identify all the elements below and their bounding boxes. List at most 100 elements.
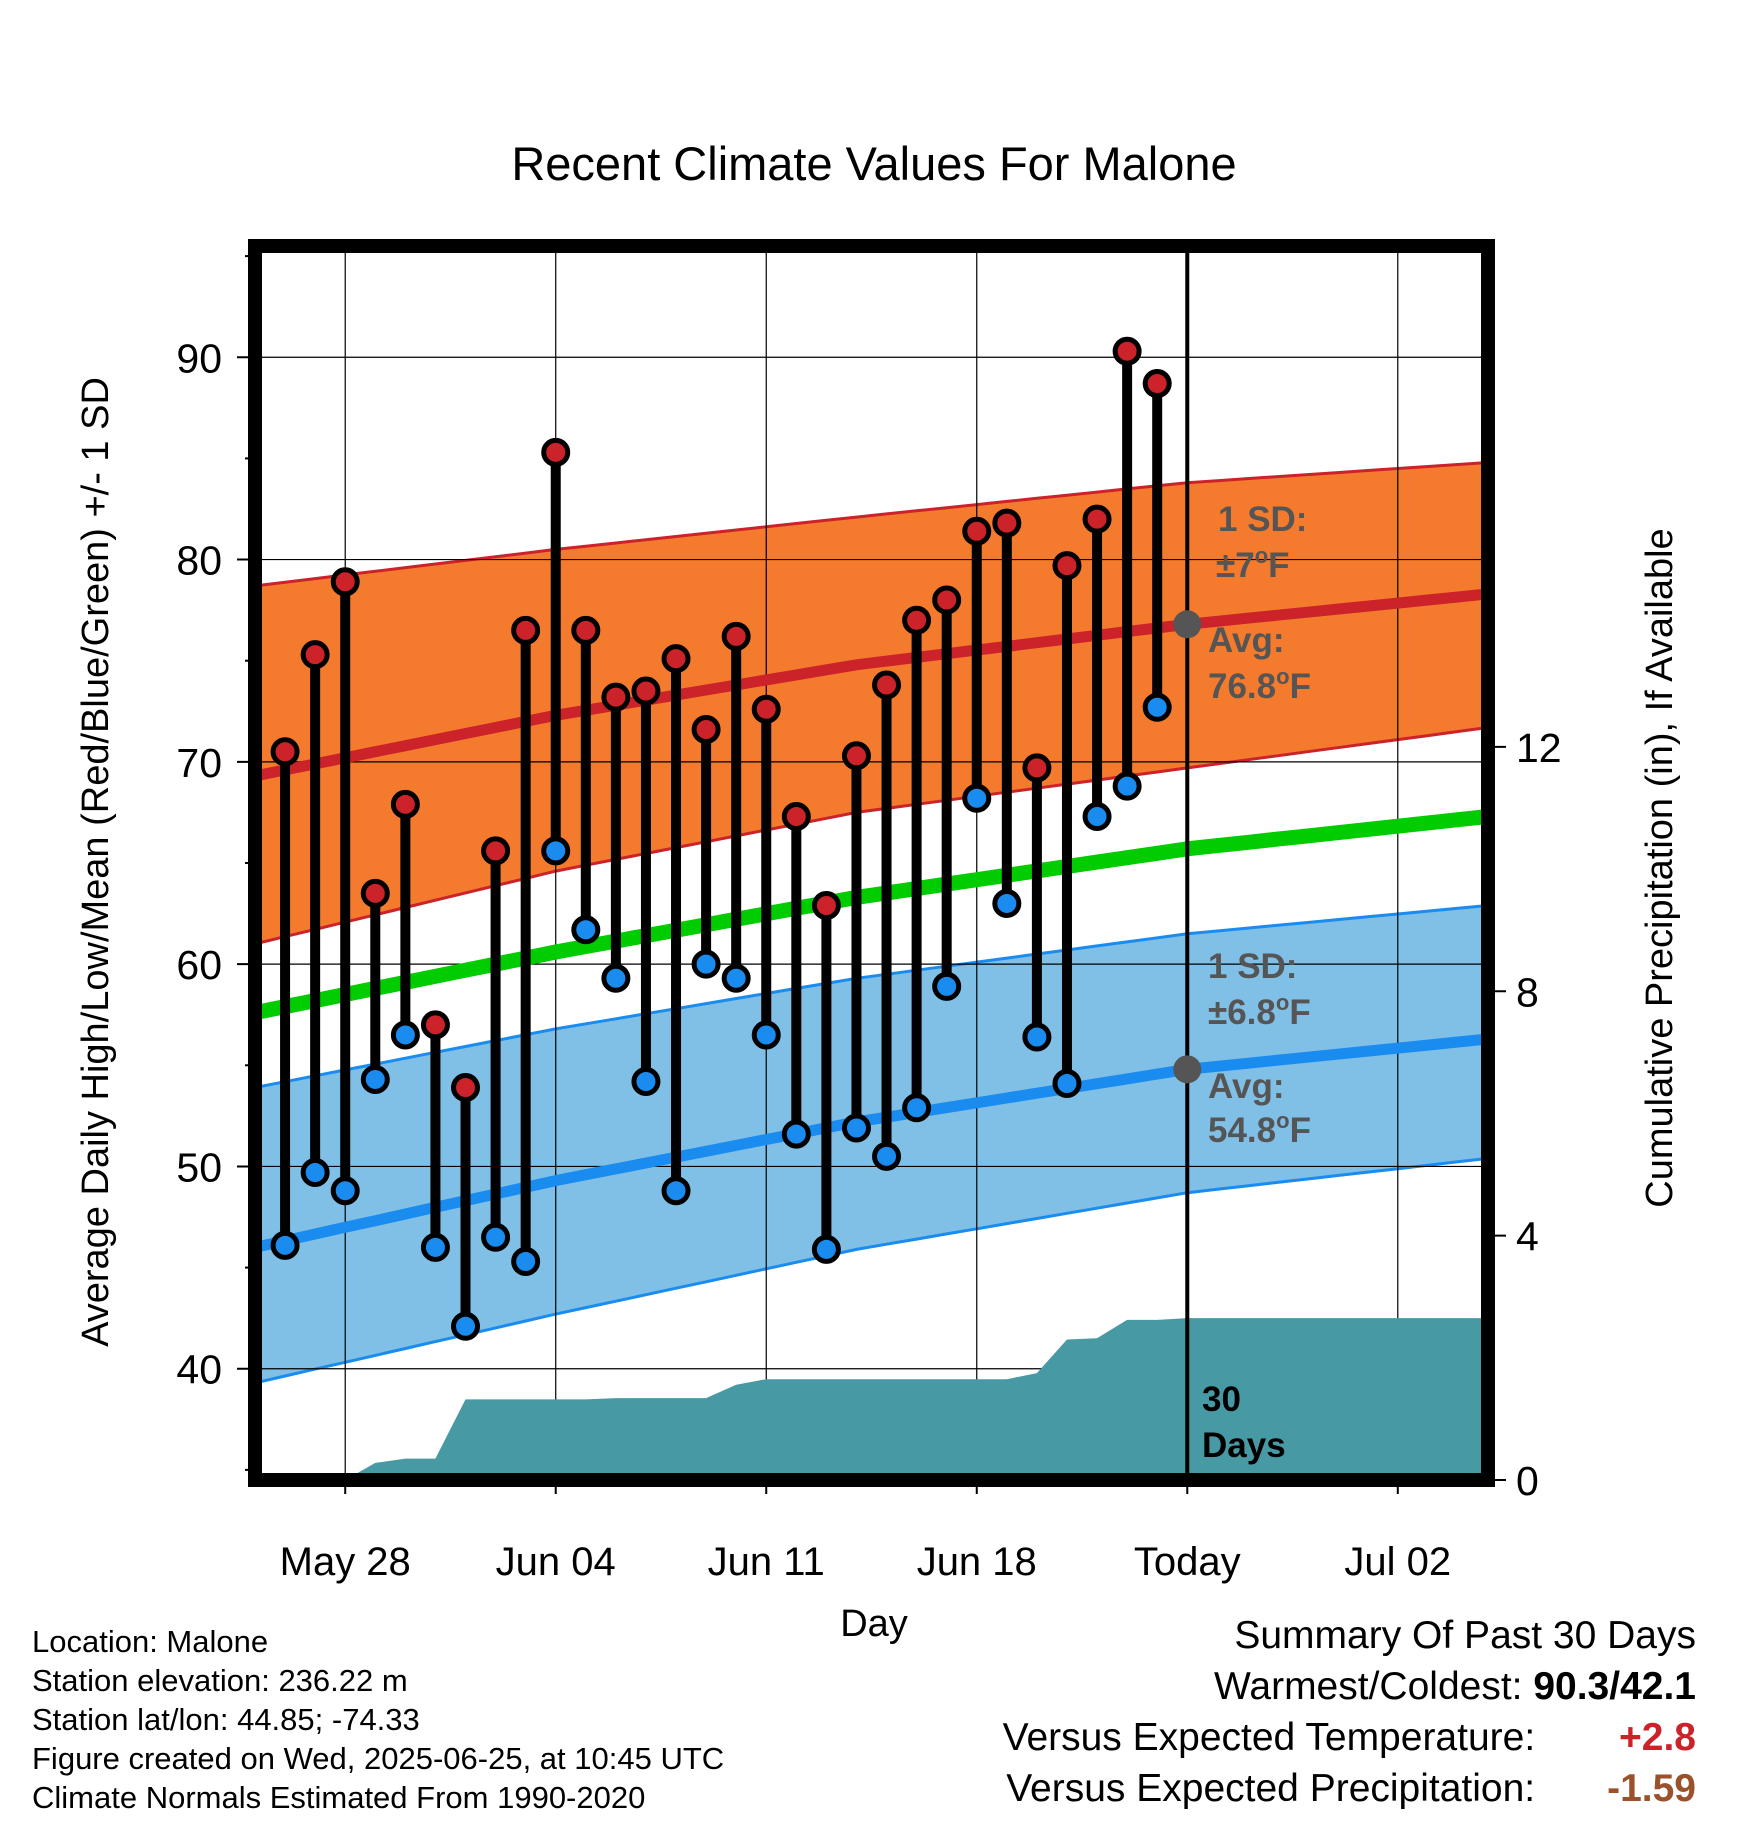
daily-high-point [330, 567, 360, 597]
high-sd-value-unit: F [1268, 546, 1289, 585]
daily-low-point [751, 1020, 781, 1050]
daily-low-point [360, 1064, 390, 1094]
daily-high-point [962, 516, 992, 546]
warm-label: Warmest/Coldest: [1214, 1665, 1523, 1708]
precip-area [255, 1318, 1488, 1480]
daily-low-point [781, 1119, 811, 1149]
daily-high-point [751, 694, 781, 724]
daily-high-point [481, 836, 511, 866]
daily-high-point [360, 878, 390, 908]
normal-mean-line [255, 809, 1488, 1021]
daily-high-point [1142, 369, 1172, 399]
daily-high-point [902, 605, 932, 635]
x-tick-label: Jun 18 [917, 1540, 1037, 1584]
daily-low-point [1112, 771, 1142, 801]
daily-high-point [872, 670, 902, 700]
high-avg-value-degree: o [1276, 664, 1289, 689]
normal-low-line [255, 1033, 1488, 1253]
summary-panel: Summary Of Past 30 Days Warmest/Coldest:… [1003, 1610, 1696, 1814]
period-number: 30 [1202, 1380, 1241, 1419]
daily-low-point [631, 1066, 661, 1096]
plot-content [255, 246, 1488, 1480]
summary-precip-row: Versus Expected Precipitation: -1.59 [1003, 1763, 1696, 1814]
low-sd-value: ±6.8oF [1208, 990, 1311, 1032]
low-avg-label: Avg: [1208, 1067, 1284, 1106]
y-tick-label: 90 [176, 335, 222, 381]
y-tick-label: 60 [176, 942, 222, 988]
daily-high-point [300, 640, 330, 670]
temp-value: +2.8 [1619, 1716, 1696, 1759]
chart-title: Recent Climate Values For Malone [511, 137, 1236, 190]
daily-low-point [481, 1222, 511, 1252]
daily-high-point [420, 1010, 450, 1040]
daily-low-point [1022, 1022, 1052, 1052]
daily-high-point [451, 1073, 481, 1103]
daily-low-point [902, 1093, 932, 1123]
daily-low-point [390, 1020, 420, 1050]
daily-high-point [841, 741, 871, 771]
summary-warm-row: Warmest/Coldest: 90.3/42.1 [1003, 1661, 1696, 1712]
daily-low-point [1142, 692, 1172, 722]
period-unit: Days [1202, 1426, 1286, 1465]
daily-low-point [451, 1311, 481, 1341]
created-text: Figure created on Wed, 2025-06-25, at 10… [32, 1741, 725, 1776]
location-text: Location: Malone [32, 1624, 269, 1659]
daily-high-point [511, 615, 541, 645]
x-tick-label: May 28 [280, 1540, 411, 1584]
daily-low-point [541, 836, 571, 866]
low-sd-value-degree: o [1276, 990, 1289, 1015]
y-tick-label: 80 [176, 538, 222, 584]
daily-low-point [571, 915, 601, 945]
daily-low-point [300, 1158, 330, 1188]
y2-tick-label: 12 [1516, 725, 1562, 771]
daily-low-point [872, 1141, 902, 1171]
daily-high-point [691, 714, 721, 744]
x-tick-label: Jun 04 [496, 1540, 616, 1584]
high-sd-value-degree: o [1255, 543, 1268, 568]
normals-text: Climate Normals Estimated From 1990-2020 [32, 1780, 646, 1815]
daily-high-point [932, 585, 962, 615]
normal-high-line [255, 588, 1488, 782]
daily-low-point [1082, 801, 1112, 831]
daily-low-point [270, 1230, 300, 1260]
normal-low-band-upper-edge [255, 904, 1488, 1089]
x-tick-label: Today [1134, 1540, 1241, 1584]
low-avg-value: 54.8oF [1208, 1108, 1311, 1150]
normal-high-band-lower-edge [255, 726, 1488, 946]
normal-high-today-marker [1173, 610, 1202, 639]
latlon-text: Station lat/lon: 44.85; -74.33 [32, 1702, 420, 1737]
temp-label: Versus Expected Temperature: [1002, 1716, 1536, 1759]
normal-low-today-marker [1173, 1055, 1202, 1084]
daily-high-point [270, 737, 300, 767]
daily-low-point [330, 1176, 360, 1206]
daily-low-point [841, 1113, 871, 1143]
daily-low-point [420, 1232, 450, 1262]
daily-high-point [1082, 504, 1112, 534]
y-tick-label: 40 [176, 1347, 222, 1393]
high-sd-label: 1 SD: [1218, 500, 1307, 539]
x-tick-label: Jul 02 [1344, 1540, 1451, 1584]
y-tick-label: 50 [176, 1144, 222, 1190]
summary-title: Summary Of Past 30 Days [1234, 1614, 1696, 1657]
daily-low-point [661, 1176, 691, 1206]
normal-high-band-upper-edge [255, 461, 1488, 588]
daily-low-point [1052, 1069, 1082, 1099]
x-tick-label: Jun 11 [708, 1540, 825, 1584]
low-sd-value-unit: F [1289, 993, 1310, 1032]
high-sd-value: ±7oF [1216, 543, 1290, 585]
station-info: Location: Malone Station elevation: 236.… [32, 1622, 724, 1817]
precip-label: Versus Expected Precipitation: [1006, 1767, 1536, 1810]
daily-low-point [721, 963, 751, 993]
daily-high-point [601, 682, 631, 712]
axes: 40 50 60 70 80 90 0 4 8 12 May 28 Jun 04 Jun 11 Jun 1… [176, 239, 1562, 1584]
y2-axis-label: Cumulative Precipitation (in), If Availa… [1639, 528, 1681, 1207]
daily-low-point [932, 971, 962, 1001]
daily-high-point [721, 621, 751, 651]
warm-value: 90.3/42.1 [1533, 1665, 1696, 1708]
normal-high-band-fill [255, 462, 1488, 944]
elevation-text: Station elevation: 236.22 m [32, 1663, 408, 1698]
normal-low-band-fill [255, 905, 1488, 1383]
daily-low-point [601, 963, 631, 993]
